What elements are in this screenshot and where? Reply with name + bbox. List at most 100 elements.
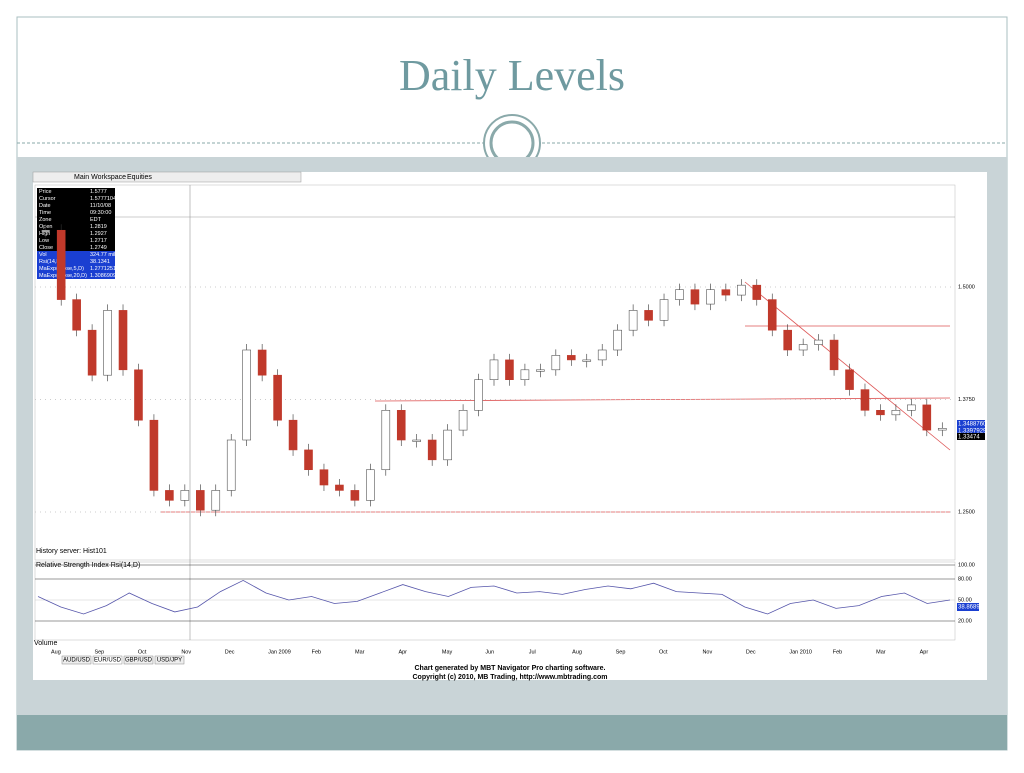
candle-body [767, 299, 777, 331]
info-row [37, 272, 115, 279]
info-value: EDT [90, 217, 102, 223]
candle-body [211, 490, 221, 511]
info-row [37, 251, 115, 258]
candle-body [72, 299, 81, 331]
candle-body [582, 359, 592, 362]
info-value: 11/10/08 [90, 203, 111, 209]
candle-body [319, 469, 329, 486]
info-row [37, 223, 115, 230]
info-row [37, 202, 115, 209]
candle-body [937, 428, 947, 431]
candle-body [257, 349, 267, 376]
x-tick-label: Feb [312, 649, 321, 655]
candle-body [845, 369, 854, 390]
candle-body [922, 404, 932, 431]
candle-body [350, 490, 360, 501]
sheet-tab-label[interactable]: GBP/USD [125, 658, 153, 664]
candle-body [566, 355, 576, 361]
info-key: Cursor [39, 196, 56, 202]
candle-body [613, 329, 622, 351]
tab[interactable]: Equities [127, 174, 152, 181]
info-key: Time [39, 210, 51, 216]
candle-body [907, 404, 916, 411]
x-tick-label: Dec [746, 649, 756, 655]
info-value: 09:30:00 [90, 210, 111, 216]
candle-body [56, 229, 66, 300]
volume-label: Volume [34, 640, 57, 647]
sheet-tabs: AUD/USD EUR/USD GBP/USD USD/JPY [61, 655, 185, 665]
candle-body [134, 369, 143, 421]
info-value: 1.2749 [90, 245, 107, 251]
rsi-line [37, 579, 951, 615]
info-key: Vol [39, 252, 47, 258]
x-tick-label: Aug [572, 649, 582, 655]
candle-body [304, 449, 313, 471]
x-tick-label: Aug [51, 649, 61, 655]
info-key: Zone [39, 217, 52, 223]
info-row [37, 230, 115, 237]
candle-body [752, 284, 762, 300]
y-tick-label: 20.00 [958, 618, 972, 624]
rsi-box-label: 38.8689 [958, 605, 980, 611]
info-value: 1.3086909 [90, 273, 116, 279]
candle-body [829, 339, 839, 371]
tab[interactable]: Main Workspace [74, 174, 126, 181]
y-tick-label: 1.3750 [958, 397, 975, 403]
sheet-tab[interactable] [154, 655, 185, 665]
candle-body [288, 419, 298, 451]
candle-body [860, 389, 870, 411]
candle-body [798, 344, 808, 351]
x-tick-label: Sep [94, 649, 104, 655]
sheet-tab[interactable] [92, 655, 123, 665]
slide-title: Daily Levels [399, 51, 625, 100]
y-tick-label: 1.2500 [958, 509, 975, 515]
candle-body [149, 419, 159, 491]
candle-body [273, 374, 282, 421]
trend-line [744, 281, 951, 451]
price-box [957, 433, 985, 440]
candle-body [644, 310, 653, 321]
candle-body [427, 439, 437, 461]
info-key: Close [39, 245, 53, 251]
candle-body [597, 349, 607, 361]
candle-body [165, 490, 174, 501]
candle-body [396, 410, 406, 441]
sheet-tab[interactable] [123, 655, 154, 665]
candle-body [721, 289, 731, 296]
candle-body [41, 229, 51, 233]
y-tick-label: 1.5000 [958, 284, 975, 290]
sheet-tab-label[interactable]: EUR/USD [94, 658, 122, 664]
candle-body [489, 359, 499, 381]
sheet-tab-label[interactable]: USD/JPY [157, 658, 182, 664]
x-tick-label: Oct [659, 649, 668, 655]
candle-body [536, 369, 545, 372]
screenshot [33, 172, 987, 680]
candle-body [335, 484, 344, 491]
rsi-box [957, 603, 979, 611]
candle-body [381, 410, 391, 471]
candle-body [706, 289, 715, 305]
price-box [957, 427, 985, 434]
info-row [37, 216, 115, 223]
x-tick-label: Dec [225, 649, 235, 655]
info-row [37, 188, 115, 195]
info-key: High [39, 231, 50, 237]
x-tick-label: Jan 2009 [268, 649, 291, 655]
x-tick-label: May [442, 649, 453, 655]
candle-body [474, 379, 483, 411]
candle-body [196, 490, 205, 511]
y-tick-label: 80.00 [958, 576, 972, 582]
toolbar [32, 171, 302, 183]
history-label: History server: Hist101 [36, 548, 107, 555]
x-tick-label: Nov [702, 649, 712, 655]
price-box [957, 420, 985, 427]
footer-text: Copyright (c) 2010, MB Trading, http://w… [413, 674, 608, 681]
x-tick-label: Apr [398, 649, 407, 655]
candle-body [551, 355, 561, 371]
sheet-tab-label[interactable]: AUD/USD [63, 658, 91, 664]
candle-body [226, 439, 236, 491]
candle-body [505, 359, 514, 381]
sheet-tab[interactable] [61, 655, 92, 665]
rsi-label: Relative Strength Index Rsi(14,D) [36, 562, 140, 569]
